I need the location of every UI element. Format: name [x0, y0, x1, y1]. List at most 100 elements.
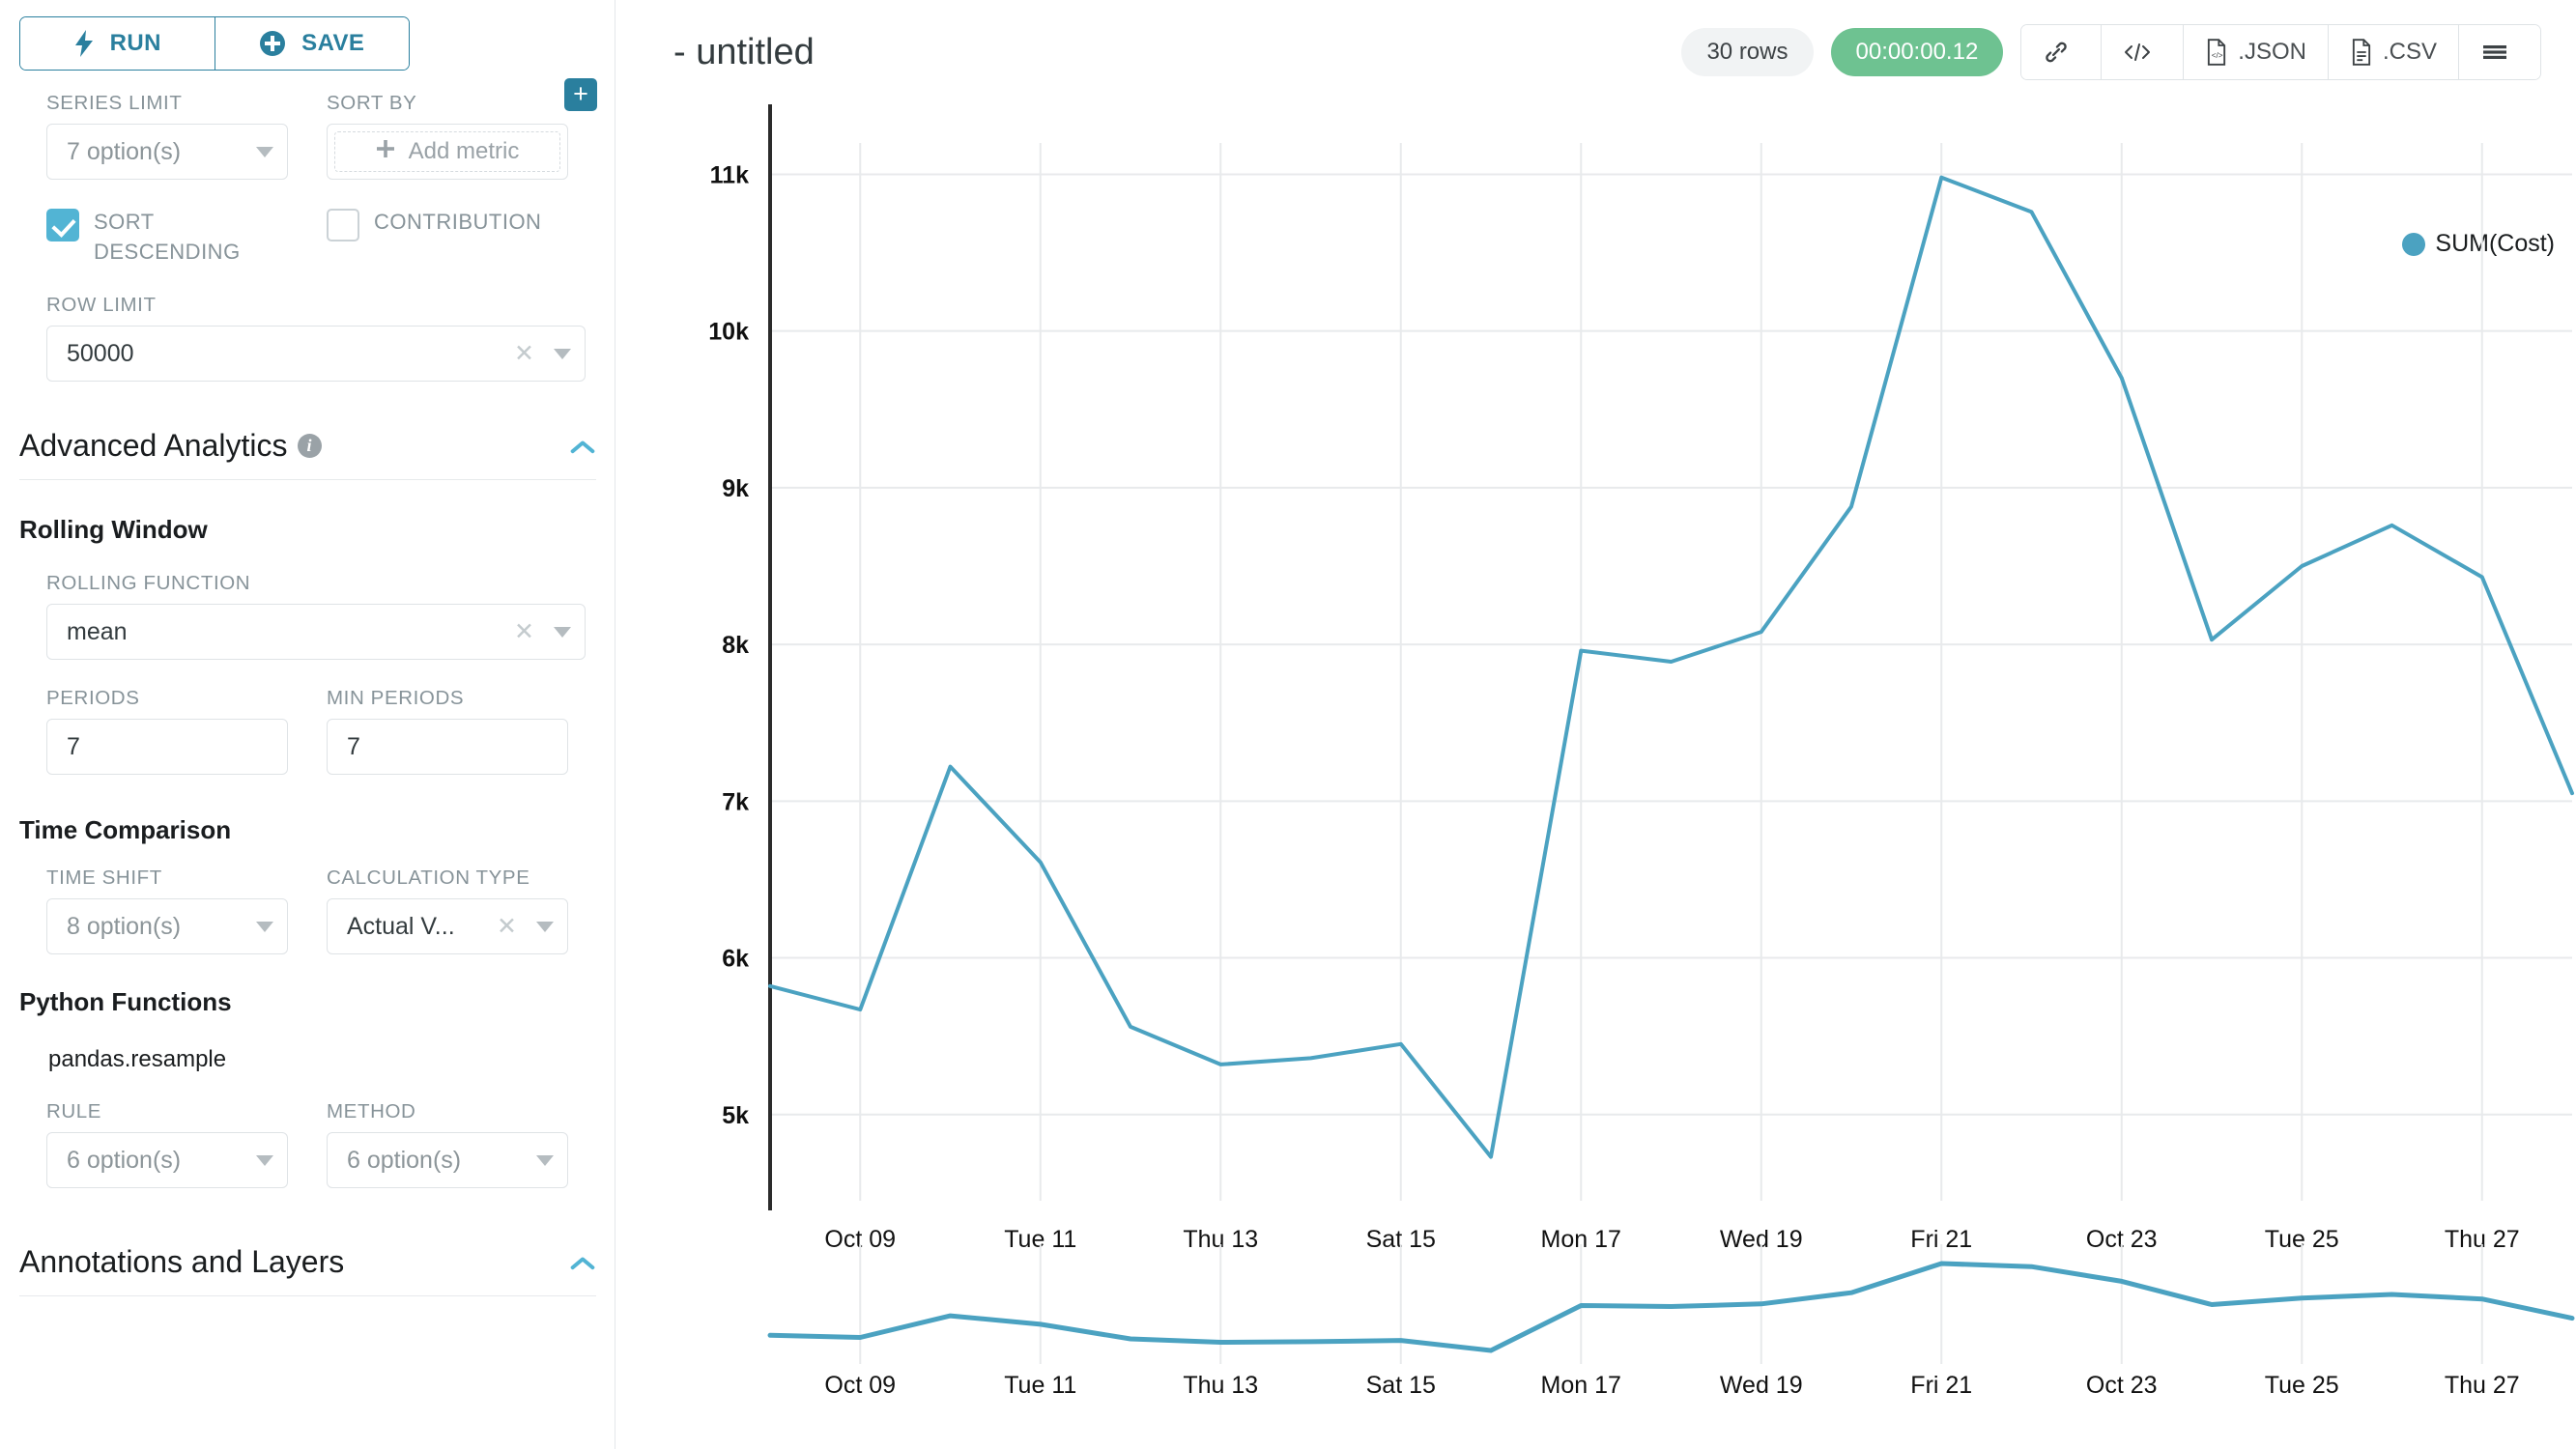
export-button-bar: </> .JSON .CSV [2020, 24, 2541, 80]
svg-text:9k: 9k [722, 475, 749, 502]
svg-text:Wed 19: Wed 19 [1720, 1372, 1803, 1399]
calculation-type-label: CALCULATION TYPE [327, 867, 530, 890]
advanced-analytics-section-header[interactable]: Advanced Analytics i [19, 428, 596, 481]
svg-text:7k: 7k [722, 788, 749, 815]
contribution-checkbox[interactable]: CONTRIBUTION [327, 207, 568, 267]
series-limit-value: 7 option(s) [67, 137, 182, 165]
sort-by-control: SORT BY Add metric [327, 92, 568, 180]
periods-input[interactable]: 7 [46, 719, 288, 776]
download-json-label: .JSON [2238, 39, 2306, 65]
row-limit-select[interactable]: 50000 ✕ [46, 326, 586, 383]
control-panel-sidebar: RUN SAVE SERIES LIMIT 7 option(s) SORT B… [0, 0, 615, 1449]
download-json-button[interactable]: </> .JSON [2183, 25, 2328, 79]
rule-control: RULE 6 option(s) [46, 1100, 288, 1189]
time-shift-select[interactable]: 8 option(s) [46, 898, 288, 955]
download-csv-button[interactable]: .CSV [2327, 25, 2458, 79]
clear-icon[interactable]: ✕ [514, 617, 534, 645]
row-limit-label: ROW LIMIT [46, 294, 157, 317]
chevron-down-icon [256, 1154, 273, 1166]
svg-text:6k: 6k [722, 946, 749, 973]
copy-link-button[interactable] [2021, 25, 2102, 79]
time-shift-label: TIME SHIFT [46, 867, 162, 890]
svg-text:Mon 17: Mon 17 [1541, 1372, 1621, 1399]
rolling-function-label: ROLLING FUNCTION [46, 572, 251, 595]
download-csv-label: .CSV [2382, 39, 2437, 65]
more-menu-button[interactable] [2458, 25, 2540, 79]
chevron-up-icon[interactable] [569, 1255, 596, 1270]
save-button[interactable]: SAVE [214, 17, 409, 70]
chevron-down-icon [536, 1154, 554, 1166]
rolling-function-select[interactable]: mean ✕ [46, 604, 586, 661]
hamburger-icon [2480, 41, 2509, 64]
file-json-icon: </> [2205, 39, 2228, 66]
page-title: - untitled [673, 31, 815, 72]
rolling-function-value: mean [67, 617, 128, 645]
sort-by-label: SORT BY [327, 92, 417, 114]
advanced-analytics-title: Advanced Analytics [19, 428, 288, 464]
chevron-down-icon [256, 921, 273, 932]
run-button[interactable]: RUN [20, 17, 215, 70]
rule-label: RULE [46, 1100, 102, 1123]
legend-label: SUM(Cost) [2435, 230, 2555, 257]
chart-legend[interactable]: SUM(Cost) [2402, 230, 2555, 258]
clear-icon[interactable]: ✕ [497, 912, 517, 940]
checkbox-unchecked-icon [327, 209, 359, 242]
svg-text:Tue 25: Tue 25 [2265, 1372, 2339, 1399]
series-limit-sort-by-row: SERIES LIMIT 7 option(s) SORT BY Add met… [0, 78, 615, 180]
save-button-label: SAVE [301, 30, 365, 56]
svg-text:Fri 21: Fri 21 [1910, 1372, 1972, 1399]
rule-select[interactable]: 6 option(s) [46, 1132, 288, 1189]
series-limit-select[interactable]: 7 option(s) [46, 124, 288, 180]
method-select[interactable]: 6 option(s) [327, 1132, 568, 1189]
plus-circle-icon [259, 30, 286, 57]
rule-value: 6 option(s) [67, 1146, 182, 1174]
svg-text:8k: 8k [722, 632, 749, 659]
svg-text:Thu 13: Thu 13 [1183, 1372, 1258, 1399]
min-periods-value: 7 [347, 732, 360, 760]
link-icon [2043, 39, 2070, 66]
periods-row: PERIODS 7 MIN PERIODS 7 [0, 687, 615, 776]
bolt-icon [73, 30, 95, 57]
file-csv-icon [2350, 39, 2373, 66]
time-comparison-row: TIME SHIFT 8 option(s) CALCULATION TYPE … [0, 867, 615, 955]
chart-header: - untitled 30 rows 00:00:00.12 [615, 0, 2576, 104]
header-actions: 30 rows 00:00:00.12 [1681, 24, 2541, 80]
sort-descending-label: SORT DESCENDING [94, 210, 241, 265]
add-metric-placeholder: Add metric [408, 138, 520, 164]
chart-panel: - untitled 30 rows 00:00:00.12 [615, 0, 2576, 1449]
annotations-section-header[interactable]: Annotations and Layers [19, 1244, 596, 1297]
checkbox-checked-icon [46, 209, 79, 242]
chevron-down-icon [554, 626, 571, 638]
svg-text:Tue 11: Tue 11 [1004, 1372, 1076, 1399]
series-limit-control: SERIES LIMIT 7 option(s) [46, 92, 288, 180]
chart-area: SUM(Cost) 5k 6k 7k 8k 9k 10k 11k Oct 09 Tue 11 Th… [615, 104, 2576, 1449]
method-label: METHOD [327, 1100, 416, 1123]
periods-value: 7 [67, 732, 80, 760]
time-shift-value: 8 option(s) [67, 912, 182, 940]
min-periods-label: MIN PERIODS [327, 687, 465, 710]
calculation-type-value: Actual V... [347, 912, 455, 940]
method-value: 6 option(s) [347, 1146, 462, 1174]
python-function-name: pandas.resample [48, 1046, 227, 1073]
chevron-down-icon [256, 146, 273, 157]
periods-control: PERIODS 7 [46, 687, 288, 776]
rolling-window-title: Rolling Window [19, 515, 208, 545]
calculation-type-select[interactable]: Actual V... ✕ [327, 898, 568, 955]
add-sort-by-button[interactable]: + [564, 78, 597, 111]
min-periods-input[interactable]: 7 [327, 719, 568, 776]
rule-method-row: RULE 6 option(s) METHOD 6 option(s) [0, 1100, 615, 1189]
legend-color-swatch [2402, 232, 2426, 256]
sort-descending-checkbox[interactable]: SORT DESCENDING [46, 207, 288, 267]
sort-by-add-metric-dropzone[interactable]: Add metric [327, 124, 568, 180]
line-chart-svg[interactable]: 5k 6k 7k 8k 9k 10k 11k Oct 09 Tue 11 Thu 13 Sat 15… [615, 104, 2576, 1449]
run-button-label: RUN [109, 30, 161, 56]
sort-contribution-row: SORT DESCENDING CONTRIBUTION [0, 207, 615, 267]
info-icon[interactable]: i [297, 434, 322, 459]
chevron-up-icon[interactable] [569, 439, 596, 454]
code-icon [2123, 41, 2152, 64]
series-limit-label: SERIES LIMIT [46, 92, 183, 114]
rolling-function-control: ROLLING FUNCTION mean ✕ [0, 572, 615, 661]
clear-icon[interactable]: ✕ [514, 339, 534, 367]
embed-code-button[interactable] [2101, 25, 2184, 79]
